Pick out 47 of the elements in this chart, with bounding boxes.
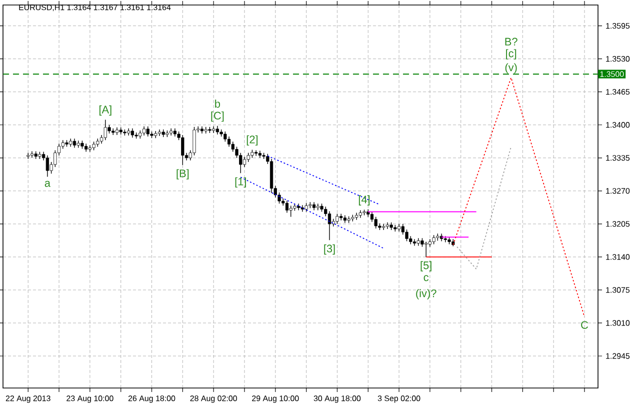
candlestick	[285, 200, 289, 214]
candlestick	[424, 241, 428, 258]
candlestick	[336, 213, 339, 224]
annotation: [4]	[358, 195, 370, 206]
candlestick	[130, 128, 134, 138]
candlestick	[242, 156, 246, 168]
candlestick	[72, 138, 76, 148]
annotation: [B]	[176, 169, 189, 180]
candlestick	[88, 144, 92, 152]
annotation: b	[215, 100, 220, 108]
candlestick	[401, 224, 404, 235]
annotation: [5]	[420, 261, 432, 272]
candlestick	[297, 203, 300, 211]
candlestick	[354, 212, 358, 220]
candlestick	[405, 229, 408, 242]
annotation: B?	[505, 38, 518, 46]
candlestick	[412, 238, 416, 246]
annotation: C	[581, 321, 588, 329]
candlestick	[181, 134, 184, 166]
candlestick	[46, 155, 49, 178]
candlestick	[146, 126, 150, 137]
candlestick	[142, 126, 146, 136]
annotation: [A]	[99, 105, 112, 116]
candlestick	[328, 210, 332, 241]
candlestick	[428, 238, 432, 248]
annotation: c	[424, 275, 429, 282]
annotation: [C]	[211, 111, 224, 122]
annotation: [c]	[506, 49, 516, 60]
candlestick	[370, 211, 374, 222]
candlestick	[289, 205, 292, 218]
annotation: a	[44, 180, 50, 187]
candlestick	[258, 150, 262, 158]
candlestick	[104, 119, 107, 140]
annotation: [3]	[324, 244, 335, 255]
candlestick	[239, 152, 242, 174]
candlestick	[254, 150, 258, 156]
candlestick	[340, 213, 343, 221]
candlestick	[382, 224, 386, 230]
candlestick	[227, 136, 231, 148]
candlestick	[192, 126, 196, 156]
annotation: [1]	[235, 177, 246, 188]
candlestick	[374, 216, 378, 229]
candlestick	[432, 234, 436, 245]
annotation: (iv)?	[416, 289, 436, 300]
annotation: (v)	[505, 63, 517, 74]
annotation: [2]	[246, 135, 258, 146]
candlestick	[30, 150, 34, 158]
